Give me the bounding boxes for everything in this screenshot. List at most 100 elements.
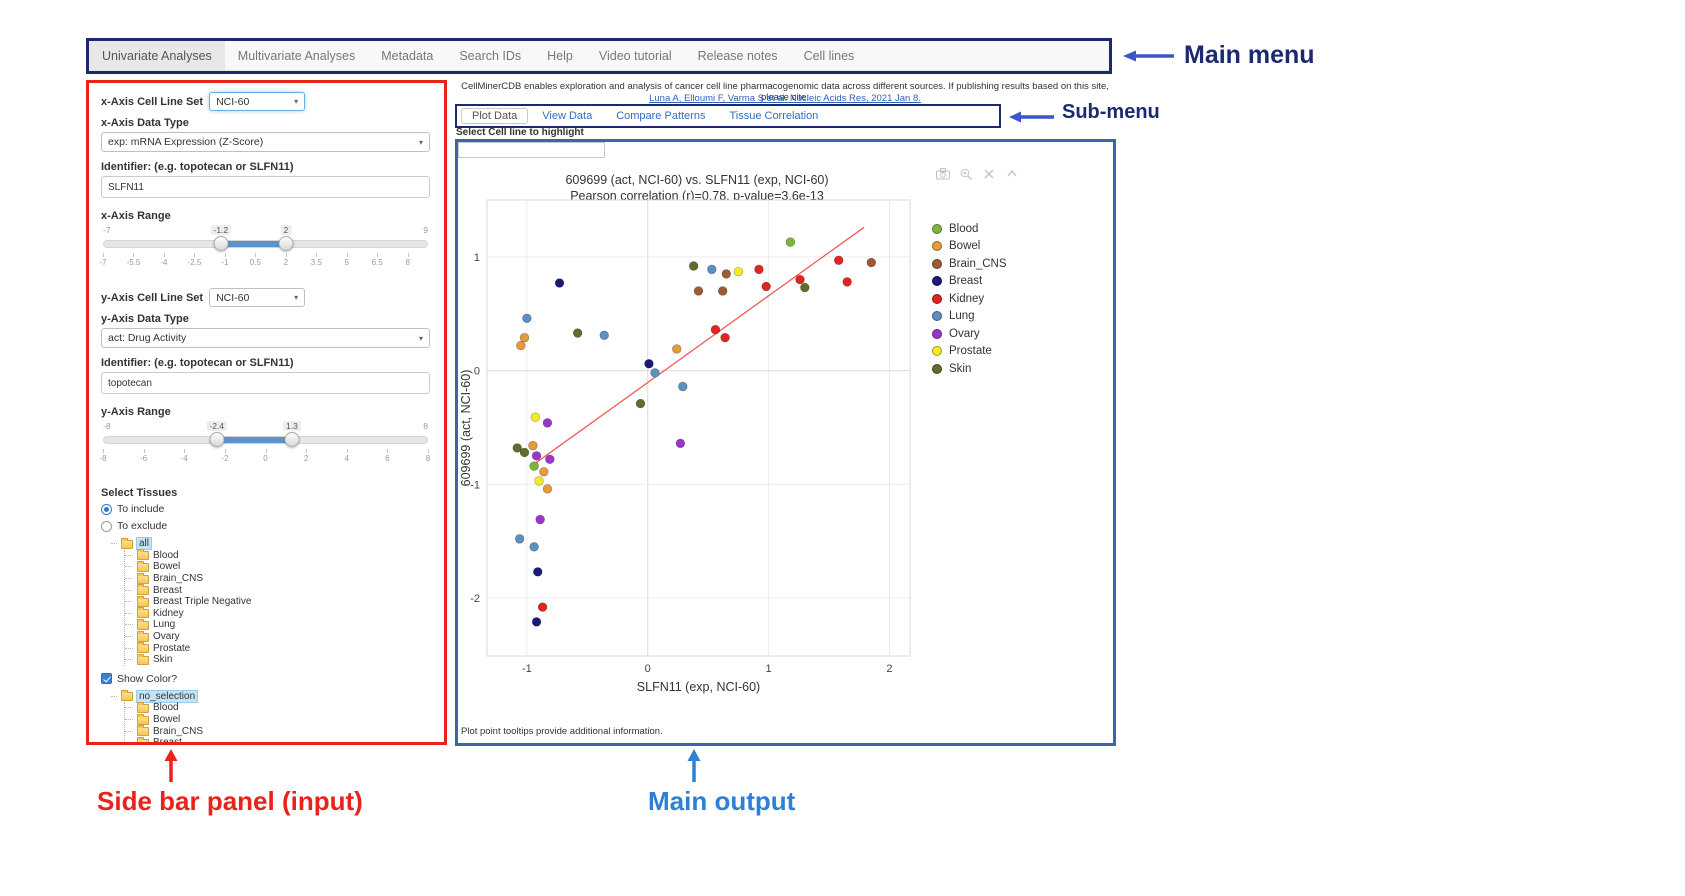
tissue-tree-item-ovary[interactable]: Ovary <box>125 630 430 643</box>
main-menu-item-metadata[interactable]: Metadata <box>381 48 434 63</box>
point-lung[interactable] <box>522 313 532 323</box>
point-ovary[interactable] <box>675 438 686 449</box>
point-prostate[interactable] <box>534 476 544 486</box>
point-lung[interactable] <box>707 264 717 275</box>
sub-menu-tab-plot-data[interactable]: Plot Data <box>461 108 529 124</box>
close-icon[interactable] <box>982 168 996 180</box>
y-range-slider[interactable]: -8 8 -2.4 1.3 -8 -6 -4 -2 0 2 4 6 8 <box>99 421 430 468</box>
legend-item-bowel[interactable]: Bowel <box>932 238 1007 256</box>
x-identifier-input[interactable] <box>101 176 430 198</box>
main-menu-item-univariate-analyses[interactable]: Univariate Analyses <box>89 41 225 70</box>
point-kidney[interactable] <box>720 332 730 343</box>
tissue-exclude-radio[interactable]: To exclude <box>101 519 430 533</box>
main-menu-item-search-ids[interactable]: Search IDs <box>459 48 522 63</box>
point-bowel[interactable] <box>539 467 549 477</box>
point-bowel[interactable] <box>519 332 530 343</box>
point-lung[interactable] <box>678 381 688 392</box>
zoom-icon[interactable] <box>959 168 973 180</box>
y-identifier-input[interactable] <box>101 372 430 394</box>
tissue-tree-item-brain-cns[interactable]: Brain_CNS <box>125 572 430 585</box>
main-menu-item-multivariate-analyses[interactable]: Multivariate Analyses <box>237 48 356 63</box>
point-breast[interactable] <box>554 278 565 288</box>
legend-item-skin[interactable]: Skin <box>932 360 1007 378</box>
point-lung[interactable] <box>529 542 539 552</box>
main-menu-item-help[interactable]: Help <box>547 48 573 63</box>
point-lung[interactable] <box>650 368 660 378</box>
point-blood[interactable] <box>529 461 539 471</box>
tissue-tree-item-kidney[interactable]: Kidney <box>125 607 430 620</box>
citation-link[interactable]: Luna A, Elloumi F, Varma S et al. Nuclei… <box>649 93 921 104</box>
tissue-tree-item-skin[interactable]: Skin <box>125 653 430 666</box>
sub-menu-tab-view-data[interactable]: View Data <box>542 110 593 122</box>
point-ovary[interactable] <box>535 514 545 525</box>
main-menu-item-cell-lines[interactable]: Cell lines <box>803 48 855 63</box>
point-prostate[interactable] <box>530 412 541 422</box>
point-skin[interactable] <box>800 282 810 293</box>
legend-item-ovary[interactable]: Ovary <box>932 325 1007 343</box>
point-kidney[interactable] <box>754 264 764 275</box>
point-skin[interactable] <box>512 443 522 453</box>
cell-line-highlight-input[interactable] <box>458 142 605 158</box>
point-skin[interactable] <box>688 261 699 271</box>
sub-menu-tab-compare-patterns[interactable]: Compare Patterns <box>616 110 706 122</box>
point-skin[interactable] <box>572 328 583 338</box>
point-kidney[interactable] <box>537 602 548 612</box>
point-kidney[interactable] <box>833 255 844 265</box>
main-menu-item-video-tutorial[interactable]: Video tutorial <box>598 48 672 63</box>
collapse-icon[interactable] <box>1005 168 1019 180</box>
tissue-tree-item-breast[interactable]: Breast <box>125 584 430 596</box>
tissue-tree-item-lung[interactable]: Lung <box>125 618 430 631</box>
highlight-tree-root[interactable]: no_selection <box>111 689 430 703</box>
point-bowel[interactable] <box>528 440 538 451</box>
point-lung[interactable] <box>514 534 525 544</box>
point-breast[interactable] <box>533 567 543 577</box>
highlight-tree-item-breast[interactable]: Breast <box>125 736 430 742</box>
point-breast[interactable] <box>644 359 654 369</box>
point-bowel[interactable] <box>516 340 526 351</box>
point-kidney[interactable] <box>761 281 771 292</box>
y-data-type-select[interactable]: act: Drug Activity ▾ <box>101 328 430 348</box>
tissue-tree-item-breast-triple-negative[interactable]: Breast Triple Negative <box>125 595 430 608</box>
x-data-type-select[interactable]: exp: mRNA Expression (Z-Score) ▾ <box>101 132 430 152</box>
point-ovary[interactable] <box>542 418 553 428</box>
tissue-tree-item-blood[interactable]: Blood <box>125 549 430 562</box>
main-menu-item-release-notes[interactable]: Release notes <box>697 48 778 63</box>
y-cell-line-set-select[interactable]: NCI-60 ▾ <box>209 288 306 307</box>
slider-handle[interactable] <box>284 432 300 447</box>
legend-item-brain-cns[interactable]: Brain_CNS <box>932 255 1007 273</box>
legend-item-kidney[interactable]: Kidney <box>932 290 1007 308</box>
point-prostate[interactable] <box>733 266 744 277</box>
point-ovary[interactable] <box>531 451 542 461</box>
camera-icon[interactable] <box>936 168 950 180</box>
tissue-tree-item-prostate[interactable]: Prostate <box>125 642 430 654</box>
tissue-include-radio[interactable]: To include <box>101 502 430 516</box>
slider-handle[interactable] <box>213 236 229 251</box>
legend-item-blood[interactable]: Blood <box>932 220 1007 238</box>
point-bowel[interactable] <box>672 344 682 354</box>
point-breast[interactable] <box>531 617 542 627</box>
point-lung[interactable] <box>599 330 609 341</box>
legend-item-lung[interactable]: Lung <box>932 308 1007 326</box>
slider-handle[interactable] <box>209 432 225 447</box>
highlight-tree-item-bowel[interactable]: Bowel <box>125 713 430 726</box>
point-skin[interactable] <box>635 398 646 409</box>
point-skin[interactable] <box>519 447 530 458</box>
tissue-tree-root[interactable]: all <box>111 537 430 551</box>
highlight-tree-item-brain-cns[interactable]: Brain_CNS <box>125 725 430 737</box>
point-kidney[interactable] <box>842 277 852 287</box>
x-cell-line-set-select[interactable]: NCI-60 ▾ <box>209 92 306 111</box>
highlight-tree-item-blood[interactable]: Blood <box>125 701 430 714</box>
point-brain-cns[interactable] <box>717 286 728 296</box>
point-brain-cns[interactable] <box>693 286 704 296</box>
x-range-slider[interactable]: -7 9 -1.2 2 -7 -5.5 -4 -2.5 -1 0.5 2 3.5 5 6.5 8 <box>99 225 428 272</box>
point-kidney[interactable] <box>710 324 721 335</box>
point-ovary[interactable] <box>545 454 555 464</box>
show-color-checkbox[interactable]: Show Color? <box>101 672 430 686</box>
tissue-tree-item-bowel[interactable]: Bowel <box>125 560 430 573</box>
legend-item-breast[interactable]: Breast <box>932 273 1007 291</box>
point-bowel[interactable] <box>542 484 553 494</box>
point-brain-cns[interactable] <box>721 269 731 279</box>
point-kidney[interactable] <box>795 274 805 285</box>
sub-menu-tab-tissue-correlation[interactable]: Tissue Correlation <box>729 110 819 122</box>
slider-handle[interactable] <box>278 236 294 251</box>
